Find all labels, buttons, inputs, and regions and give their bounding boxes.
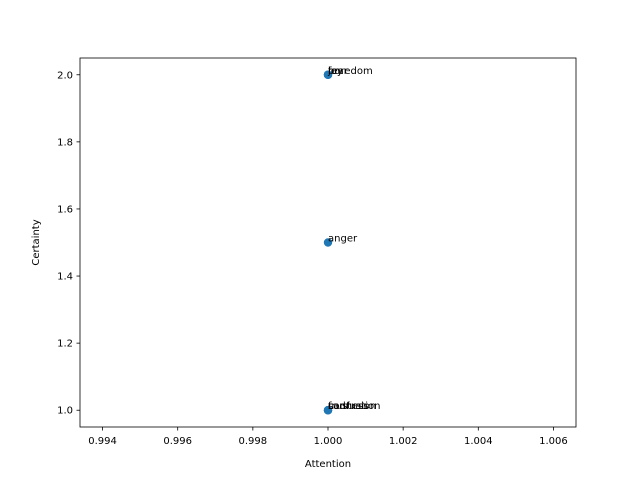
y-tick-label: 1.6	[57, 204, 73, 215]
point-label-joy: joy	[327, 66, 343, 77]
point-label-sadness: sadness	[328, 401, 369, 412]
point-label-frustration: frustration	[328, 401, 381, 412]
y-tick-label: 2.0	[57, 70, 73, 81]
x-tick-label: 0.994	[88, 436, 117, 447]
x-tick-label: 0.996	[163, 436, 192, 447]
scatter-point	[323, 238, 333, 247]
x-tick-label: 0.998	[239, 436, 268, 447]
point-label-anger: anger	[328, 234, 358, 245]
point-label-confusion: confusion	[328, 401, 376, 412]
x-tick-label: 1.002	[389, 436, 418, 447]
x-axis-title: Attention	[305, 459, 351, 470]
points-layer	[323, 70, 333, 415]
point-label-fear: fear	[328, 66, 349, 77]
y-tick-label: 1.0	[57, 406, 73, 417]
y-tick-label: 1.8	[57, 137, 73, 148]
scatter-point	[323, 406, 333, 415]
y-tick-label: 1.4	[57, 272, 73, 283]
y-axis: 1.0 1.2 1.4 1.6 1.8 2.0	[57, 70, 80, 417]
scatter-point	[323, 70, 333, 79]
x-tick-label: 1.004	[464, 436, 493, 447]
point-label-boredom: boredom	[328, 66, 373, 77]
y-axis-title: Certainty	[31, 219, 42, 265]
x-axis: 0.994 0.996 0.998 1.000 1.002 1.004 1.006	[88, 427, 568, 447]
x-tick-label: 1.000	[314, 436, 343, 447]
y-tick-label: 1.2	[57, 339, 73, 350]
x-tick-label: 1.006	[539, 436, 568, 447]
